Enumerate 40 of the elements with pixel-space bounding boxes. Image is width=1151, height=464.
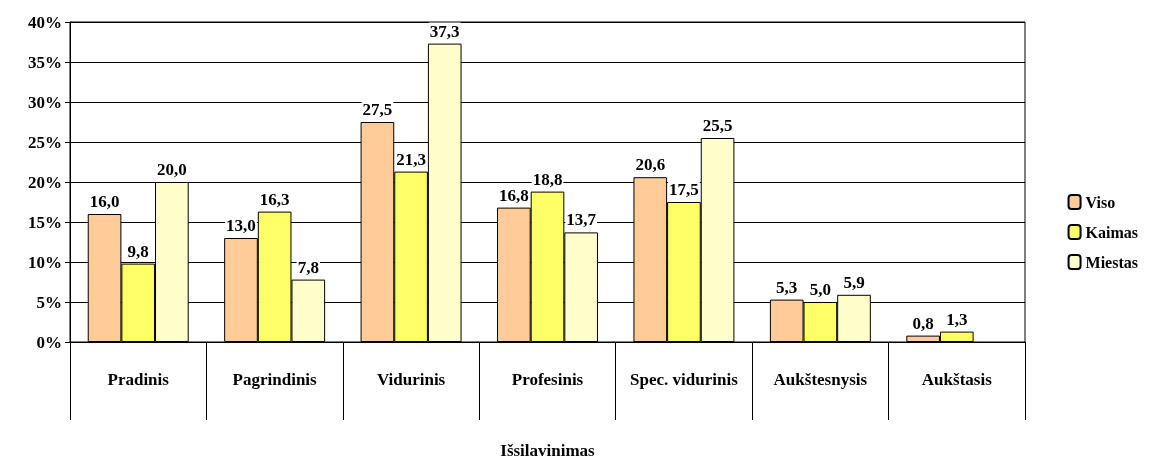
y-tick-label: 40% <box>28 12 62 32</box>
y-tick-label: 0% <box>36 332 62 352</box>
data-label: 13,0 <box>226 216 256 235</box>
data-label: 20,6 <box>635 155 666 175</box>
data-label: 9,8 <box>127 241 149 261</box>
data-label: 20,0 <box>156 160 187 179</box>
legend-label: Viso <box>1085 193 1116 211</box>
x-tick-label: Aukštesnysis <box>773 369 868 389</box>
data-label: 21,3 <box>396 149 426 169</box>
x-tick-label: Pagrindinis <box>232 369 318 389</box>
data-label: 37,3 <box>429 21 460 41</box>
y-tick-label: 15% <box>28 212 62 232</box>
data-label: 5,9 <box>843 272 865 292</box>
data-label: 13,7 <box>566 210 597 230</box>
data-label: 7,8 <box>297 257 319 277</box>
y-tick-label: 35% <box>28 52 62 72</box>
data-label: 27,5 <box>362 100 393 119</box>
y-tick-label: 25% <box>28 132 62 152</box>
x-tick-label: Pradinis <box>107 369 170 389</box>
legend-label: Miestas <box>1085 253 1138 271</box>
data-label: 25,5 <box>702 116 733 135</box>
y-tick-label: 30% <box>28 92 62 112</box>
data-label: 16,3 <box>259 189 290 209</box>
x-tick-label: Vidurinis <box>376 369 446 389</box>
data-label: 1,3 <box>946 309 968 329</box>
x-tick-label: Aukštasis <box>921 369 993 389</box>
data-label: 18,8 <box>532 169 563 189</box>
data-label: 5,3 <box>776 277 798 297</box>
y-tick-label: 10% <box>28 252 62 272</box>
y-tick-label: 5% <box>36 292 62 312</box>
data-label: 0,8 <box>912 313 934 333</box>
data-label: 5,0 <box>809 280 831 299</box>
x-tick-label: Spec. vidurinis <box>630 369 739 389</box>
y-tick-label: 20% <box>28 172 62 192</box>
data-label: 17,5 <box>669 180 699 199</box>
x-axis-title: Išsilavinimas <box>500 441 596 460</box>
data-label: 16,0 <box>89 192 120 211</box>
legend-label: Kaimas <box>1085 223 1139 241</box>
data-label: 16,8 <box>498 185 529 205</box>
x-tick-label: Profesinis <box>511 369 584 389</box>
